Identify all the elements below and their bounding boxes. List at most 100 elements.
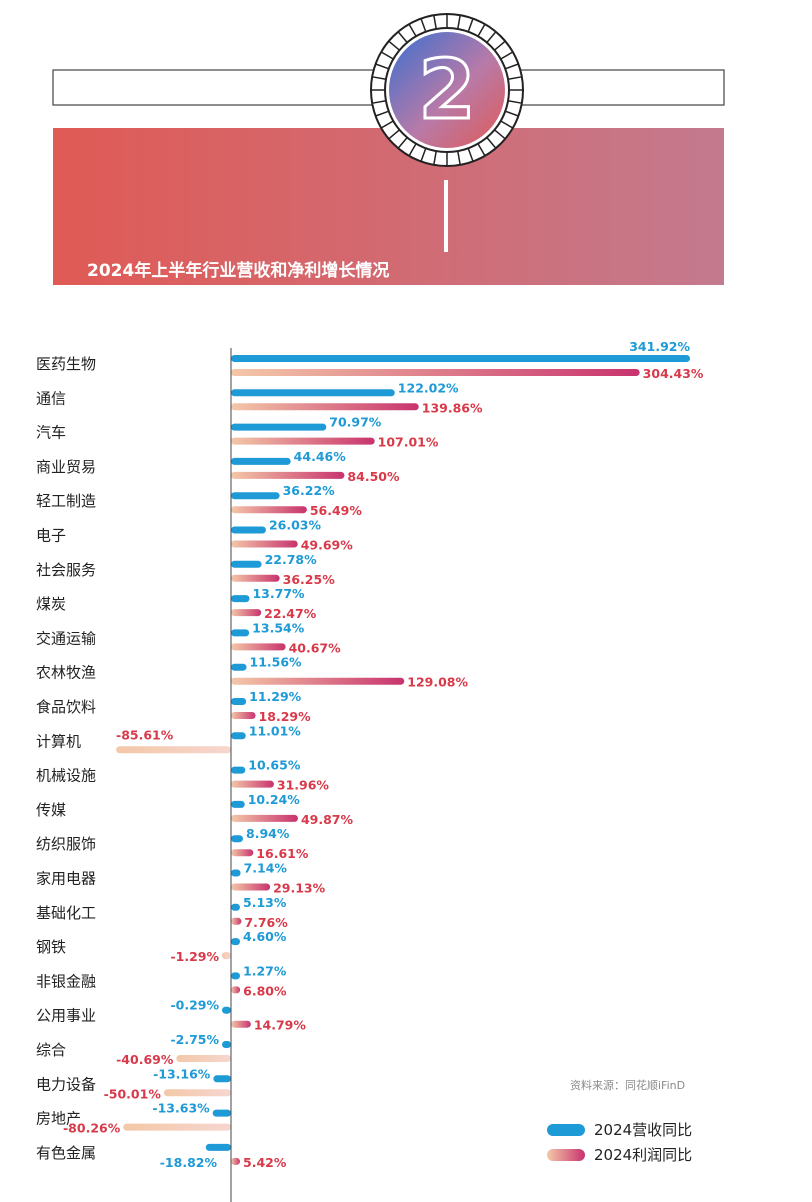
badge-stem: [444, 180, 448, 252]
revenue-bar: [231, 423, 327, 431]
profit-value-label: 304.43%: [643, 366, 704, 381]
title-banner: [53, 128, 724, 285]
badge-tick: [420, 148, 427, 162]
badge-tick: [477, 23, 486, 37]
category-label: 有色金属: [36, 1144, 96, 1162]
profit-bar: [231, 437, 375, 445]
profit-bar: [176, 1055, 231, 1062]
header-banner: 2 2024年上半年行业营收和净利增长情况: [52, 13, 725, 285]
revenue-bar: [231, 766, 246, 774]
profit-value-label: -50.01%: [104, 1086, 162, 1101]
badge-tick: [408, 143, 417, 157]
revenue-bar: [231, 903, 240, 911]
revenue-bar: [231, 526, 266, 534]
profit-value-label: 18.29%: [259, 709, 312, 724]
category-label: 交通运输: [36, 629, 96, 647]
badge-tick: [486, 137, 497, 149]
badge-tick: [457, 150, 461, 165]
category-label: 计算机: [36, 732, 81, 750]
profit-value-label: -40.69%: [116, 1052, 174, 1067]
revenue-value-label: 13.54%: [252, 620, 305, 635]
profit-value-label: 14.79%: [254, 1018, 307, 1033]
revenue-value-label: 22.78%: [265, 552, 318, 567]
category-label: 医药生物: [36, 355, 96, 373]
badge-tick: [500, 51, 514, 60]
revenue-bar: [213, 1075, 231, 1083]
badge-tick: [486, 31, 497, 43]
number-badge: 2: [370, 13, 524, 167]
revenue-bar: [205, 1143, 231, 1151]
badge-tick: [507, 100, 522, 104]
category-label: 非银金融: [36, 972, 96, 990]
profit-bar: [231, 369, 640, 376]
revenue-bar: [222, 1041, 231, 1048]
source-note: 资料来源：同花顺iFinD: [570, 1078, 685, 1092]
profit-bar: [231, 574, 280, 582]
profit-bar: [231, 917, 242, 925]
revenue-value-label: -13.16%: [153, 1066, 211, 1081]
profit-bar: [231, 986, 241, 994]
revenue-bar: [231, 869, 241, 877]
revenue-bar: [231, 457, 291, 465]
profit-bar: [231, 1020, 251, 1028]
revenue-value-label: -0.29%: [170, 998, 219, 1013]
category-label: 综合: [36, 1041, 66, 1059]
profit-value-label: 36.25%: [283, 572, 336, 587]
profit-value-label: 5.42%: [243, 1155, 287, 1170]
revenue-value-label: 13.77%: [252, 586, 305, 601]
badge-tick: [433, 15, 437, 30]
badge-number: 2: [418, 43, 475, 138]
badge-tick: [505, 110, 519, 117]
revenue-value-label: 11.56%: [250, 655, 303, 670]
category-label: 通信: [36, 389, 66, 407]
revenue-value-label: 70.97%: [329, 415, 382, 430]
badge-tick: [433, 150, 437, 165]
revenue-bar: [231, 663, 247, 671]
category-label: 农林牧渔: [36, 664, 96, 682]
profit-bar: [231, 471, 345, 479]
badge-tick: [467, 18, 474, 32]
profit-bar: [231, 814, 298, 822]
revenue-value-label: -2.75%: [170, 1032, 219, 1047]
profit-bar: [231, 677, 405, 685]
category-label: 钢铁: [36, 938, 66, 956]
revenue-value-label: 4.60%: [243, 929, 287, 944]
category-label: 机械设施: [36, 767, 96, 785]
category-label: 房地产: [36, 1110, 81, 1128]
badge-tick: [408, 23, 417, 37]
profit-bar: [163, 1089, 231, 1097]
badge-tick: [375, 110, 389, 117]
revenue-bar: [231, 389, 395, 397]
revenue-bar: [231, 355, 690, 362]
profit-value-label: 40.67%: [289, 640, 342, 655]
profit-bar: [231, 506, 307, 514]
category-label: 传媒: [36, 801, 66, 819]
category-label: 公用事业: [36, 1007, 96, 1025]
legend-swatch-revenue: [547, 1124, 585, 1136]
category-label: 食品饮料: [36, 698, 96, 716]
profit-bar: [231, 712, 256, 719]
profit-value-label: 129.08%: [407, 675, 468, 690]
badge-tick: [420, 18, 427, 32]
profit-value-label: 49.69%: [301, 538, 354, 553]
badge-tick: [375, 63, 389, 70]
legend-label-revenue: 2024营收同比: [594, 1121, 692, 1139]
revenue-bar: [212, 1109, 231, 1117]
revenue-value-label: 1.27%: [243, 963, 287, 978]
profit-bar: [231, 780, 274, 788]
bar-chart: 医药生物 341.92% 304.43% 通信 122.02% 139.86% 汽车 70.9…: [36, 339, 704, 1202]
badge-tick: [457, 15, 461, 30]
revenue-bar: [222, 1006, 231, 1014]
revenue-value-label: 5.13%: [243, 895, 287, 910]
profit-value-label: -80.26%: [63, 1121, 121, 1136]
revenue-bar: [231, 629, 250, 637]
legend: 2024营收同比 2024利润同比: [547, 1121, 692, 1164]
revenue-value-label: 26.03%: [269, 518, 322, 533]
revenue-value-label: 36.22%: [283, 483, 336, 498]
revenue-bar: [231, 938, 240, 946]
revenue-bar: [231, 972, 240, 980]
profit-value-label: 107.01%: [378, 435, 439, 450]
revenue-bar: [231, 800, 245, 808]
profit-bar: [231, 1157, 240, 1165]
profit-value-label: 16.61%: [256, 846, 309, 861]
